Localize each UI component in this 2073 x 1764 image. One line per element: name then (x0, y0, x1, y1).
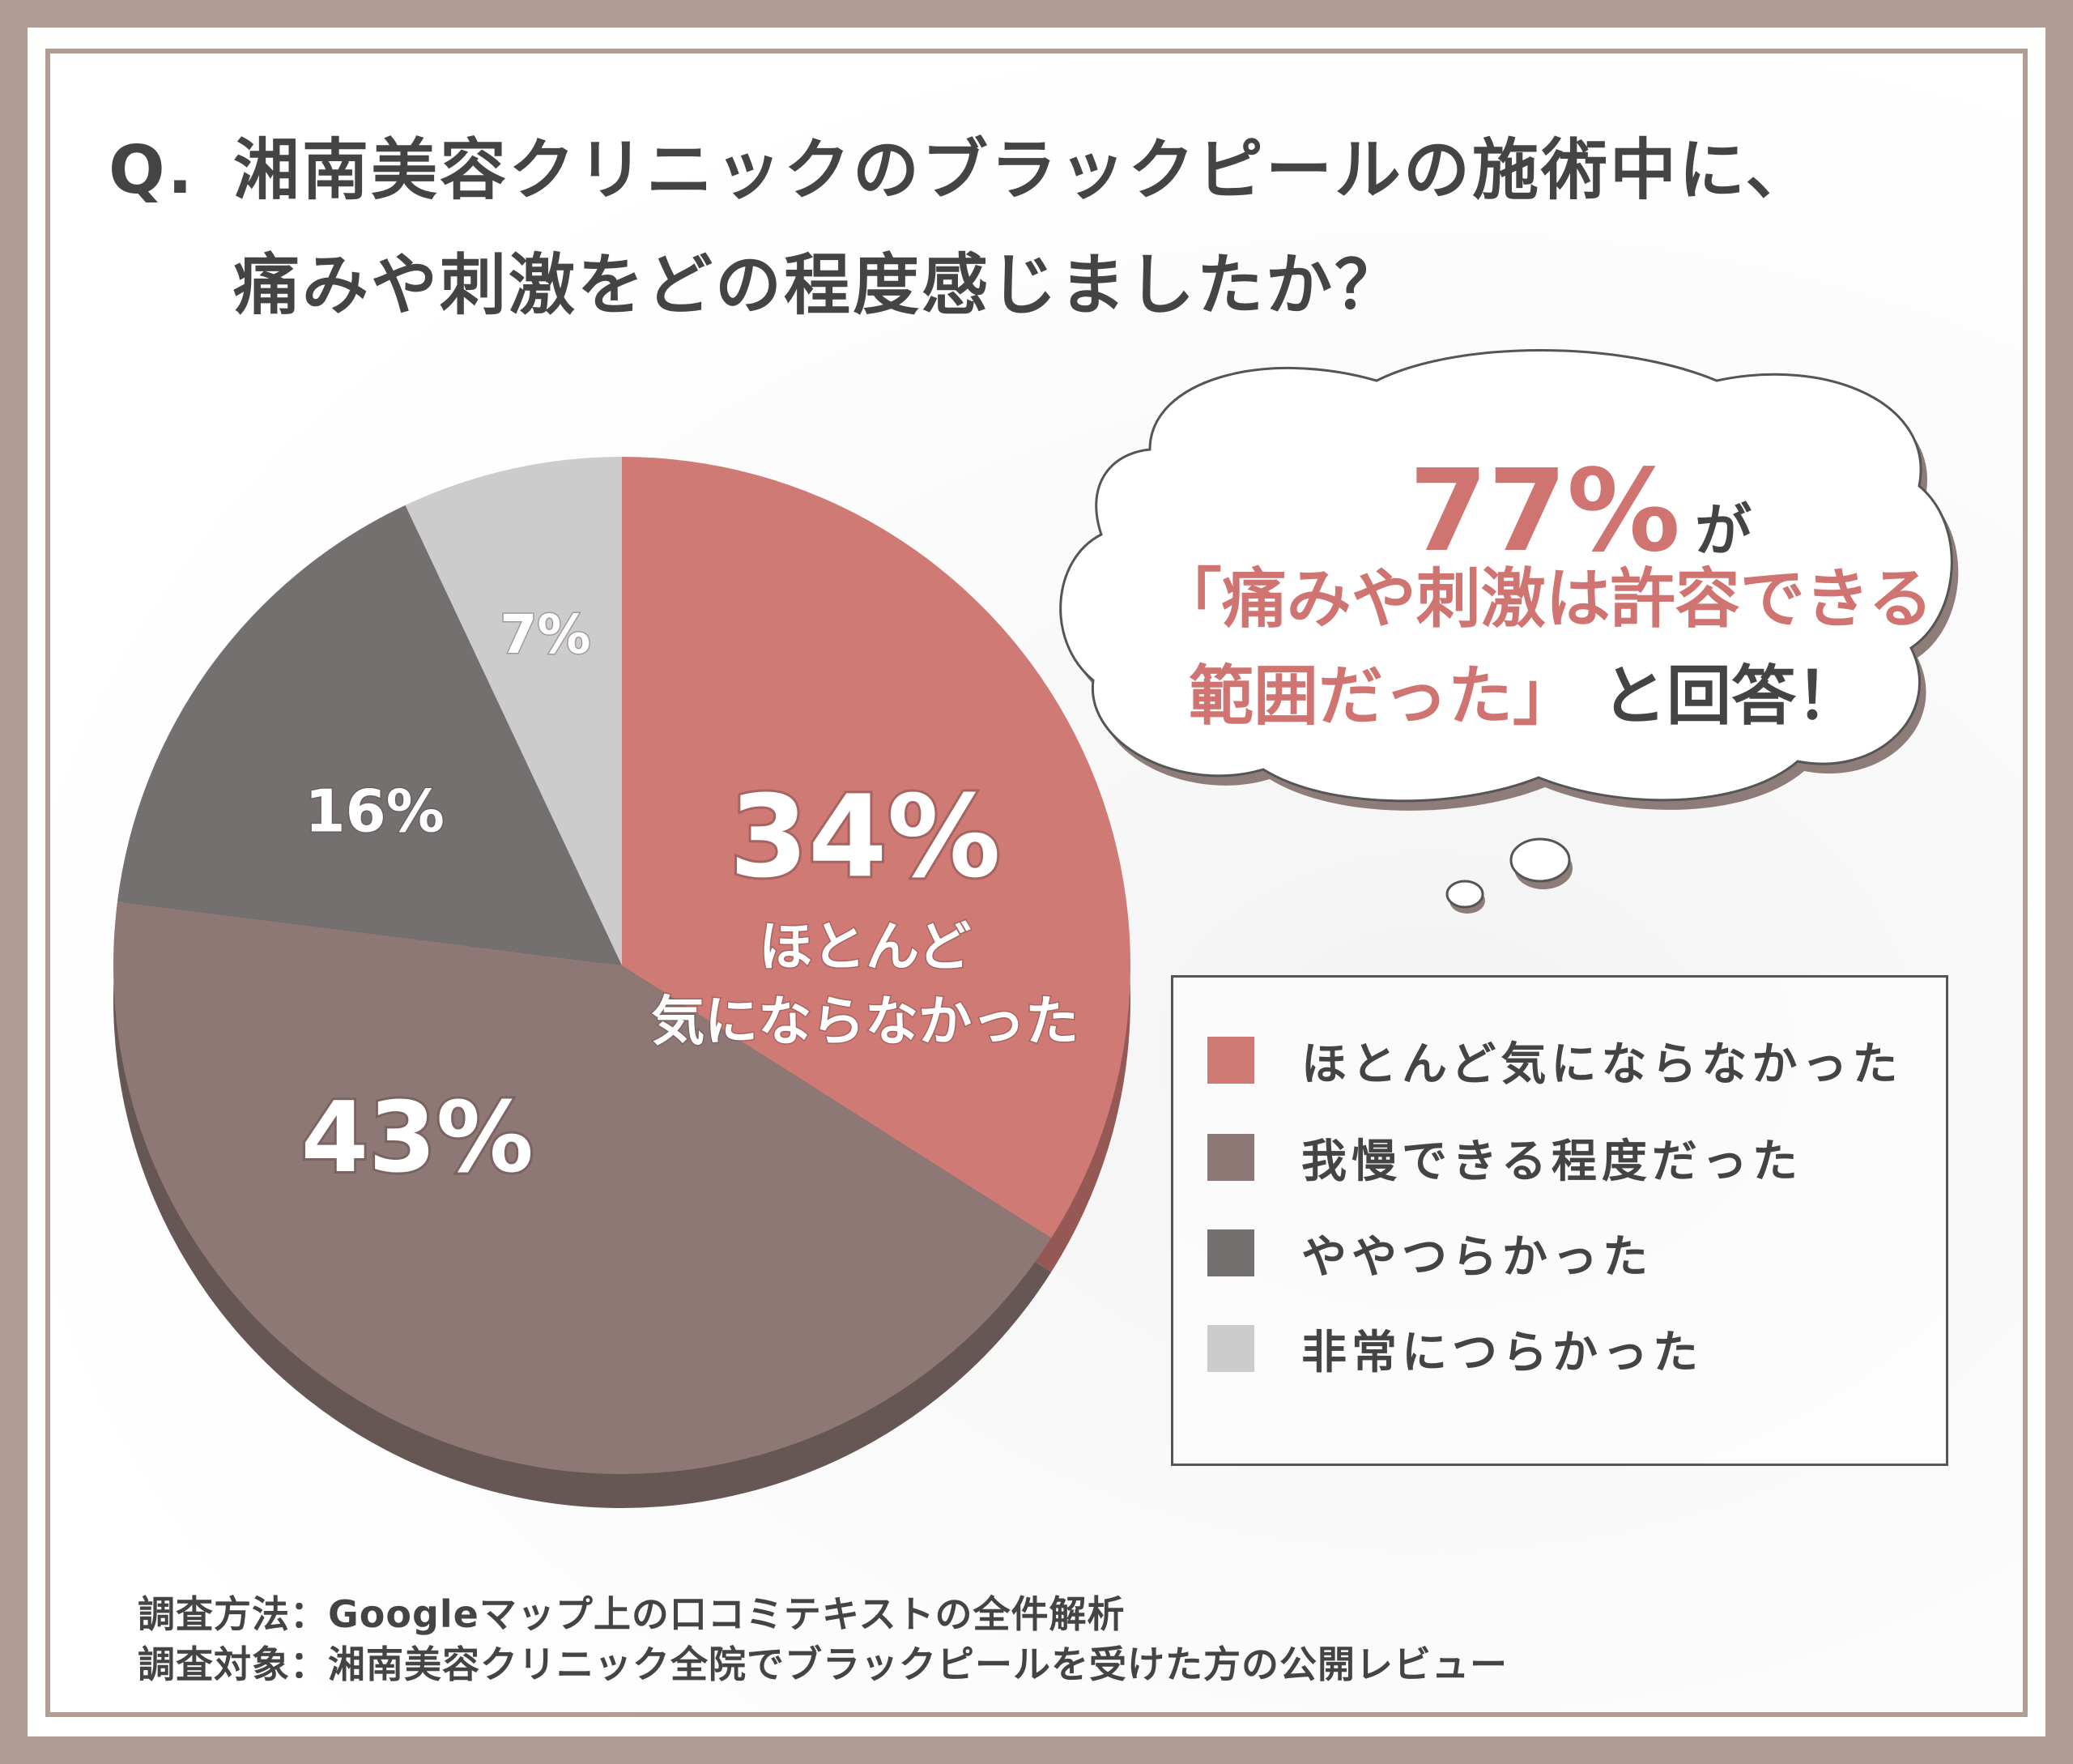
bubble-body (1059, 349, 1953, 803)
legend-swatch-0 (1207, 1037, 1254, 1084)
legend-item-1: 我慢できる程度だった (1207, 1133, 1803, 1188)
pie-value-label-0: 34% (730, 771, 1001, 903)
legend-item-2: ややつらかった (1207, 1229, 1653, 1284)
pie-slice-1 (113, 901, 1052, 1475)
callout-line-3: 範囲だった」 と回答！ (1189, 664, 1861, 729)
callout-answer: と回答！ (1602, 658, 1861, 734)
legend-item-3: 非常につらかった (1207, 1324, 1703, 1379)
legend-item-0: ほとんど気にならなかった (1207, 1036, 1902, 1091)
legend-swatch-2 (1207, 1229, 1254, 1276)
legend-label-1: 我慢できる程度だった (1301, 1135, 1803, 1188)
legend-swatch-1 (1207, 1134, 1254, 1181)
pie-inner-label-0-0: ほとんど (759, 915, 971, 978)
bubble-dot-large (1509, 837, 1571, 883)
callout-percent-line: 77% が (1409, 455, 1752, 569)
legend-swatch-3 (1207, 1325, 1254, 1372)
survey-target-note: 調査対象：湘南美容クリニック全院でブラックピールを受けた方の公開レビュー (138, 1643, 1508, 1686)
bubble-dot-small (1445, 880, 1484, 909)
callout-percent: 77% (1409, 445, 1681, 577)
pie-slice-3 (405, 457, 622, 965)
question-line-2: 痛みや刺激をどの程度感じましたか？ (233, 247, 1404, 324)
pie-value-label-1: 43% (301, 1082, 534, 1195)
callout-line-2: 「痛みや刺激は許容できる (1156, 561, 1934, 637)
question-line-1: Q. 湘南美容クリニックのブラックピールの施術中に、 (109, 138, 1815, 204)
pie-slice-0 (622, 457, 1131, 1238)
question-text-1: 湘南美容クリニックのブラックピールの施術中に、 (233, 132, 1815, 209)
callout-range: 範囲だった」 (1189, 658, 1577, 734)
legend-label-3: 非常につらかった (1301, 1326, 1703, 1379)
question-prefix: Q. (109, 132, 195, 209)
legend-label-2: ややつらかった (1301, 1230, 1653, 1284)
legend: ほとんど気にならなかった 我慢できる程度だった ややつらかった 非常につらかった (1171, 975, 1948, 1466)
pie-value-label-3: 7% (500, 603, 590, 666)
pie-inner-label-0-1: 気にならなかった (651, 990, 1079, 1052)
survey-method-note: 調査方法：Googleマップ上の口コミテキストの全件解析 (138, 1592, 1126, 1636)
pie-slice-2 (117, 505, 622, 965)
callout-ga: が (1695, 497, 1752, 564)
pie-value-label-2: 16% (305, 777, 445, 845)
legend-label-0: ほとんど気にならなかった (1301, 1038, 1903, 1091)
